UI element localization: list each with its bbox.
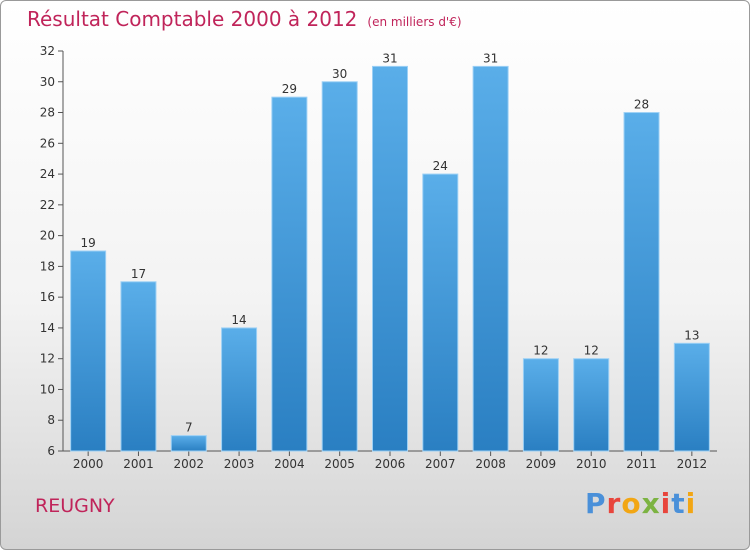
y-tick-label: 32: [40, 44, 55, 58]
data-label-2007: 24: [433, 159, 448, 173]
x-tick-label-2005: 2005: [324, 457, 355, 471]
data-label-2005: 30: [332, 67, 347, 81]
data-label-2004: 29: [282, 82, 297, 96]
bar-2007: [422, 173, 459, 452]
x-tick-label-2004: 2004: [274, 457, 305, 471]
chart-axes: 6 8 10 12 14 16 18 20 22 24 26 28 30 32: [40, 44, 717, 458]
bar-2002: [170, 435, 207, 452]
bar-2009: [522, 358, 559, 452]
data-label-2009: 12: [533, 344, 548, 358]
y-tick-label: 14: [40, 321, 55, 335]
y-tick-label: 10: [40, 382, 55, 396]
y-tick-label: 6: [47, 444, 55, 458]
x-tick-label-2007: 2007: [425, 457, 456, 471]
y-tick-label: 22: [40, 198, 55, 212]
y-tick-label: 18: [40, 259, 55, 273]
bar-2011: [623, 112, 660, 452]
x-tick-label-2002: 2002: [173, 457, 204, 471]
data-label-2000: 19: [81, 236, 96, 250]
bar-2012: [673, 342, 710, 452]
x-tick-label-2008: 2008: [475, 457, 506, 471]
y-tick-label: 30: [40, 75, 55, 89]
y-tick-label: 20: [40, 229, 55, 243]
data-label-2003: 14: [231, 313, 246, 327]
x-tick-label-2010: 2010: [576, 457, 607, 471]
bar-2006: [372, 65, 408, 452]
y-tick-label: 16: [40, 290, 55, 304]
bar-2004: [271, 96, 308, 452]
data-label-2012: 13: [684, 328, 699, 342]
y-tick-label: 24: [40, 167, 55, 181]
data-label-2010: 12: [584, 344, 599, 358]
x-tick-label-2003: 2003: [224, 457, 255, 471]
proxiti-logo: Proxiti: [585, 487, 697, 520]
chart-labels: 2000 19 2001 17 2002 7 2003 14 2004 29 2005 30 2006 3…: [73, 51, 707, 471]
x-tick-label-2011: 2011: [626, 457, 657, 471]
y-tick-label: 26: [40, 136, 55, 150]
bar-2008: [472, 65, 509, 452]
x-tick-label-2009: 2009: [526, 457, 557, 471]
bar-2001: [120, 281, 157, 452]
x-tick-label-2012: 2012: [677, 457, 708, 471]
bar-2005: [321, 81, 358, 452]
y-tick-label: 28: [40, 106, 55, 120]
x-tick-label-2000: 2000: [73, 457, 104, 471]
chart-title: Résultat Comptable 2000 à 2012 (en millie…: [27, 7, 462, 31]
x-tick-label-2001: 2001: [123, 457, 154, 471]
bar-2003: [221, 327, 258, 452]
data-label-2008: 31: [483, 51, 498, 65]
data-label-2001: 17: [131, 267, 146, 281]
data-label-2011: 28: [634, 98, 649, 112]
y-tick-label: 8: [47, 413, 55, 427]
data-label-2002: 7: [185, 421, 193, 435]
title-text: Résultat Comptable 2000 à 2012: [27, 7, 358, 31]
bar-2010: [573, 358, 610, 452]
chart-subtitle: (en milliers d'€): [367, 15, 462, 29]
chart-bars: [70, 65, 710, 452]
bar-2000: [70, 250, 107, 452]
y-tick-label: 12: [40, 352, 55, 366]
x-tick-label-2006: 2006: [375, 457, 406, 471]
place-name: REUGNY: [35, 495, 115, 517]
data-label-2006: 31: [382, 51, 397, 65]
